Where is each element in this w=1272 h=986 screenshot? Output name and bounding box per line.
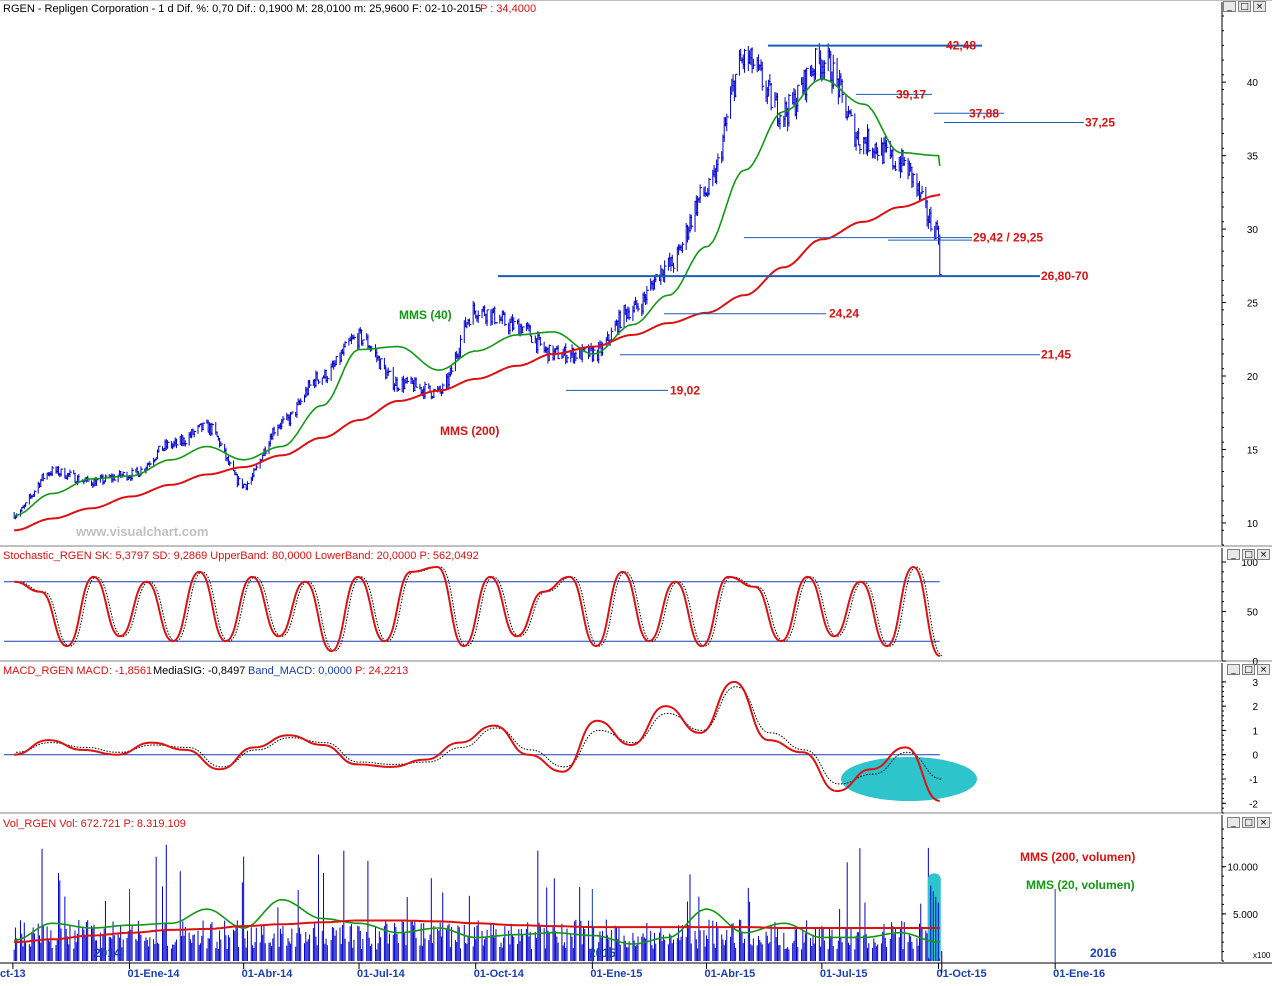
volume-axis-tick-label: 10.000 — [1227, 863, 1258, 874]
price-axis-tick-label: 35 — [1247, 152, 1259, 163]
year-2014-label: 2014 — [94, 946, 121, 960]
macd-axis-tick-label: 0 — [1252, 751, 1258, 762]
level-label: 24,24 — [829, 307, 859, 321]
x-tick-label: 01-Abr-14 — [242, 968, 294, 980]
x-tick-label: 01-Oct-15 — [937, 968, 987, 980]
main-window-buttons: _ □ × — [1223, 1, 1266, 12]
level-label: 29,42 / 29,25 — [973, 231, 1043, 245]
level-label: 39,17 — [896, 87, 926, 101]
stochastic-axis-tick-label: 50 — [1247, 608, 1259, 619]
minimize-button[interactable]: _ — [1227, 549, 1240, 560]
level-label: 26,80-70 — [1041, 269, 1089, 283]
maximize-button[interactable]: □ — [1242, 817, 1255, 828]
year-2015-label: 2015 — [589, 946, 616, 960]
close-button[interactable]: × — [1257, 817, 1270, 828]
vol-mms200-label: MMS (200, volumen) — [1020, 850, 1135, 864]
price-axis-tick-label: 20 — [1247, 372, 1259, 383]
macd-window-buttons: _ □ × — [1227, 664, 1270, 675]
x-tick-label: 01-Oct-14 — [474, 968, 525, 980]
macd-header-a: MACD_RGEN MACD: -1,8561 — [3, 665, 152, 677]
volume-header: Vol_RGEN Vol: 672.721 P: 8.319.109 — [3, 818, 186, 830]
stochastic-axis-tick-label: 0 — [1252, 657, 1258, 668]
macd-axis-tick-label: 1 — [1252, 726, 1258, 737]
macd-axis-tick-label: -1 — [1249, 775, 1258, 786]
macd-header-c: Band_MACD: 0,0000 — [248, 665, 352, 677]
volume-mms200-line — [14, 919, 940, 944]
price-axis-tick-label: 25 — [1247, 299, 1259, 310]
volume-mms20-line — [14, 898, 941, 945]
price-axis-tick-label: 10 — [1247, 519, 1259, 530]
stochastic-header: Stochastic_RGEN SK: 5,3797 SD: 9,2869 Up… — [3, 550, 479, 562]
price-axis-tick-label: 15 — [1247, 445, 1259, 456]
main-header: RGEN - Repligen Corporation - 1 d Dif. %… — [3, 3, 481, 15]
level-label: 21,45 — [1041, 348, 1071, 362]
vol-mms20-label: MMS (20, volumen) — [1026, 878, 1135, 892]
x-tick-label: 01-Ene-15 — [590, 968, 642, 980]
macd-axis-tick-label: 2 — [1252, 702, 1258, 713]
macd-signal-line — [16, 686, 942, 785]
close-button[interactable]: × — [1257, 664, 1270, 675]
x-tick-label: 01-Ene-14 — [128, 968, 181, 980]
close-button[interactable]: × — [1253, 1, 1266, 12]
level-label: 19,02 — [670, 383, 700, 397]
volume-scale-label: x100 — [1253, 951, 1271, 960]
year-2016-label: 2016 — [1090, 946, 1117, 960]
mms200-line — [14, 193, 941, 532]
close-button[interactable]: × — [1257, 549, 1270, 560]
level-label: 42,48 — [946, 39, 976, 53]
stochastic-sd-line — [17, 566, 944, 657]
maximize-button[interactable]: □ — [1242, 549, 1255, 560]
volume-axis-tick-label: 5.000 — [1233, 910, 1258, 921]
stochastic-sk-line — [14, 565, 941, 657]
minimize-button[interactable]: _ — [1227, 664, 1240, 675]
x-tick-label: ct-13 — [0, 968, 26, 980]
watermark-text: www.visualchart.com — [75, 524, 208, 539]
mms40-label: MMS (40) — [399, 308, 452, 322]
maximize-button[interactable]: □ — [1238, 1, 1251, 12]
x-tick-label: 01-Ene-16 — [1053, 968, 1105, 980]
minimize-button[interactable]: _ — [1227, 817, 1240, 828]
x-tick-label: 01-Abr-15 — [704, 968, 755, 980]
level-label: 37,25 — [1085, 116, 1115, 130]
macd-highlight — [841, 757, 977, 801]
macd-header-p: P: 24,2213 — [355, 665, 408, 677]
level-label: 37,88 — [969, 106, 999, 120]
x-tick-label: 01-Jul-15 — [820, 968, 868, 980]
price-axis-tick-label: 40 — [1247, 78, 1259, 89]
volume-window-buttons: _ □ × — [1227, 817, 1270, 828]
main-header-p: P : 34,4000 — [480, 3, 536, 15]
x-tick-label: 01-Jul-14 — [357, 968, 406, 980]
stochastic-axis-tick-label: 100 — [1241, 558, 1258, 569]
maximize-button[interactable]: □ — [1242, 664, 1255, 675]
stochastic-window-buttons: _ □ × — [1227, 549, 1270, 560]
volume-highlight — [927, 873, 941, 961]
macd-axis-tick-label: -2 — [1249, 799, 1258, 810]
mms200-label: MMS (200) — [440, 424, 499, 438]
minimize-button[interactable]: _ — [1223, 1, 1236, 12]
macd-axis-tick-label: 3 — [1252, 678, 1258, 689]
price-axis-tick-label: 30 — [1247, 225, 1259, 236]
mms40-line — [14, 78, 941, 517]
macd-header-b: MediaSIG: -0,8497 — [153, 665, 245, 677]
macd-line — [14, 680, 941, 802]
